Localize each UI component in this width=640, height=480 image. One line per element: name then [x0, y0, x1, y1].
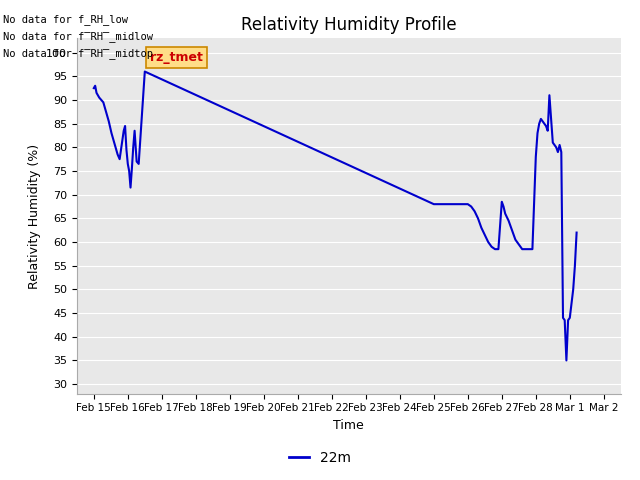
Text: No data for f̅RH̅_midlow: No data for f̅RH̅_midlow [3, 31, 153, 42]
Text: No data for f_RH_low: No data for f_RH_low [3, 14, 128, 25]
Legend: 22m: 22m [283, 445, 357, 471]
Text: rz_tmet: rz_tmet [150, 51, 203, 64]
X-axis label: Time: Time [333, 419, 364, 432]
Y-axis label: Relativity Humidity (%): Relativity Humidity (%) [28, 144, 40, 288]
Title: Relativity Humidity Profile: Relativity Humidity Profile [241, 16, 456, 34]
Text: No data for f̅RH̅_midtop: No data for f̅RH̅_midtop [3, 48, 153, 59]
